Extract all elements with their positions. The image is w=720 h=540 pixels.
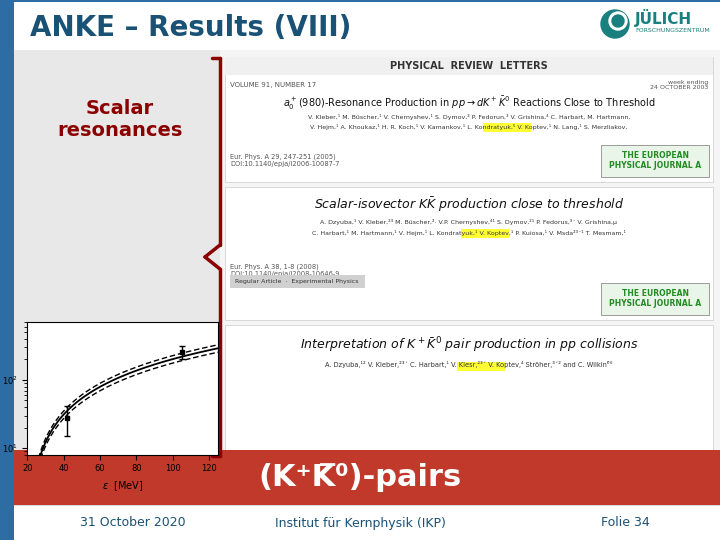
Bar [14, 0, 720, 50]
Text: V. Kleber,¹ M. Büscher,¹ V. Chernyshev,¹ S. Dymov,² P. Fedorun,³ V. Grishina,⁴ C: V. Kleber,¹ M. Büscher,¹ V. Chernyshev,¹… [308, 114, 630, 120]
Text: Regular Article  ·  Experimental Physics: Regular Article · Experimental Physics [235, 279, 359, 284]
Text: Scalar
resonances: Scalar resonances [58, 99, 183, 140]
Text: VOLUME 91, NUMBER 17: VOLUME 91, NUMBER 17 [230, 82, 316, 88]
Text: Folie 34: Folie 34 [601, 516, 650, 530]
Bar [225, 325, 713, 460]
Text: THE EUROPEAN: THE EUROPEAN [621, 152, 688, 160]
Text: PHYSICAL JOURNAL A: PHYSICAL JOURNAL A [609, 161, 701, 171]
Bar [220, 50, 720, 465]
Bar [601, 145, 709, 177]
Bar [457, 362, 505, 371]
Text: V. Hejm,¹ A. Khoukaz,¹ H. R. Koch,¹ V. Kamankov,¹ L. Kondratyuk,⁵ V. Koptev,¹ N.: V. Hejm,¹ A. Khoukaz,¹ H. R. Koch,¹ V. K… [310, 124, 628, 130]
Bar [14, 50, 720, 465]
Text: Institut für Kernphysik (IKP): Institut für Kernphysik (IKP) [274, 516, 446, 530]
Bar [225, 57, 713, 75]
Text: Interpretation of $K^+\bar{K}^0$ pair production in pp collisions: Interpretation of $K^+\bar{K}^0$ pair pr… [300, 335, 638, 355]
Text: ANKE – Results (VIII): ANKE – Results (VIII) [30, 14, 351, 42]
Text: A. Dzyuba,¹ V. Kleber,²³ M. Büscher,²· V.P. Chernyshev,⁴¹ S. Dymov,²¹ P. Fedorus: A. Dzyuba,¹ V. Kleber,²³ M. Büscher,²· V… [320, 219, 618, 225]
Circle shape [609, 12, 627, 30]
Bar [0, 0, 14, 540]
Text: A. Dzyuba,¹² V. Kleber,²³´ C. Harbart,¹ V. Klesr,²³´ V. Koptev,⁴ Ströher,³´² and: A. Dzyuba,¹² V. Kleber,²³´ C. Harbart,¹ … [325, 361, 613, 368]
Text: FORSCHUNGSZENTRUM: FORSCHUNGSZENTRUM [635, 29, 710, 33]
Bar [14, 0, 720, 2]
Bar [14, 505, 720, 540]
Bar [461, 229, 509, 238]
Text: PHYSICAL  REVIEW  LETTERS: PHYSICAL REVIEW LETTERS [390, 61, 548, 71]
X-axis label: $\varepsilon$  [MeV]: $\varepsilon$ [MeV] [102, 479, 143, 493]
Bar [483, 123, 531, 132]
Text: (K⁺K̅⁰)-pairs: (K⁺K̅⁰)-pairs [258, 462, 462, 491]
Bar [601, 283, 709, 315]
Text: Scalar-isovector K$\bar{K}$ production close to threshold: Scalar-isovector K$\bar{K}$ production c… [314, 195, 624, 214]
Text: $a_0^+(980)$-Resonance Production in $pp \rightarrow dK^+\bar{K}^0$ Reactions Cl: $a_0^+(980)$-Resonance Production in $pp… [283, 94, 655, 112]
Text: 31 October 2020: 31 October 2020 [80, 516, 186, 530]
Bar [225, 187, 713, 320]
Text: THE EUROPEAN: THE EUROPEAN [621, 289, 688, 299]
Circle shape [601, 10, 629, 38]
Text: PHYSICAL JOURNAL A: PHYSICAL JOURNAL A [609, 300, 701, 308]
Bar [225, 57, 713, 182]
Bar [230, 275, 365, 288]
Text: C. Harbart,¹ M. Hartmann,¹ V. Hejm,¹ L. Kondratyuk,¹ V. Koptev,¹ P. Kuiosa,¹ V. : C. Harbart,¹ M. Hartmann,¹ V. Hejm,¹ L. … [312, 230, 626, 236]
Text: Eur. Phys. A 29, 247-251 (2005)
DOI:10.1140/epja/i2006-10087-7: Eur. Phys. A 29, 247-251 (2005) DOI:10.1… [230, 153, 340, 167]
Text: JÜLICH: JÜLICH [635, 9, 692, 27]
Bar [14, 450, 720, 505]
Text: Eur. Phys. A 38, 1-8 (2008)
DOI:10.1140/epja/i2008-10646-9: Eur. Phys. A 38, 1-8 (2008) DOI:10.1140/… [230, 263, 339, 276]
Text: week ending
24 OCTOBER 2003: week ending 24 OCTOBER 2003 [649, 79, 708, 90]
Circle shape [612, 15, 624, 27]
